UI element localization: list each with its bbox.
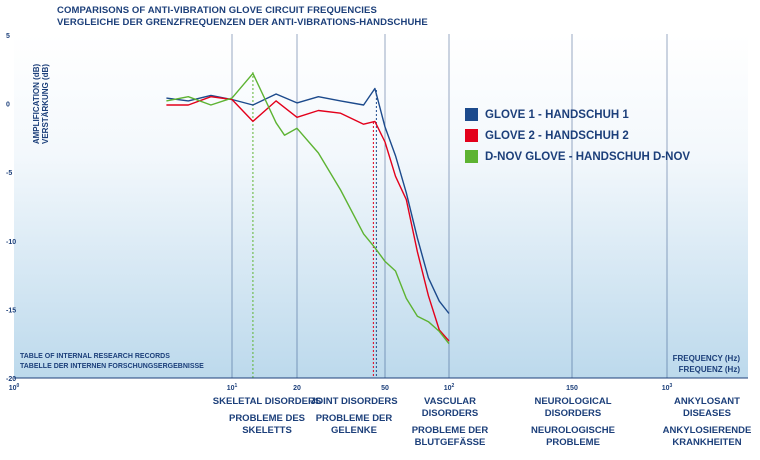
category-ankylosant: ANKYLOSANT DISEASES ANKYLOSIERENDE KRANK…: [652, 396, 760, 449]
legend-swatch-glove-1: [465, 108, 478, 121]
category-neurological: NEUROLOGICAL DISORDERS NEUROLOGISCHE PRO…: [518, 396, 628, 449]
y-axis-label-de: VERSTÄRKUNG (dB): [41, 64, 50, 144]
legend-item-d-nov: D-NOV GLOVE - HANDSCHUH D-NOV: [465, 146, 690, 167]
category-joint-en: JOINT DISORDERS: [310, 396, 398, 407]
plot-background: [14, 34, 748, 378]
y-tick-label: -10: [6, 239, 16, 246]
note-en: TABLE OF INTERNAL RESEARCH RECORDS: [20, 353, 170, 360]
category-neurological-en: NEUROLOGICAL DISORDERS: [534, 396, 612, 419]
y-tick-label: -5: [6, 170, 12, 177]
legend-swatch-glove-2: [465, 129, 478, 142]
category-vascular: VASCULAR DISORDERS PROBLEME DER BLUTGEFÄ…: [395, 396, 505, 449]
category-ankylosant-en: ANKYLOSANT DISEASES: [674, 396, 740, 419]
legend-swatch-d-nov: [465, 150, 478, 163]
x-axis-label-de: FREQUENZ (Hz): [679, 365, 741, 374]
x-tick-label: 50: [381, 385, 389, 392]
category-vascular-en: VASCULAR DISORDERS: [421, 396, 479, 419]
x-tick-label: 100: [9, 383, 20, 392]
y-tick-labels: 5 0 -5 -10 -15 -20: [6, 33, 16, 383]
category-skeletal: SKELETAL DISORDERS PROBLEME DES SKELETTS: [212, 396, 322, 437]
chart-subtitle: VERGLEICHE DER GRENZFREQUENZEN DER ANTI-…: [57, 17, 428, 28]
category-joint: JOINT DISORDERS PROBLEME DER GELENKE: [299, 396, 409, 437]
x-tick-label: 20: [293, 385, 301, 392]
category-skeletal-en: SKELETAL DISORDERS: [212, 396, 322, 407]
y-tick-label: 5: [6, 33, 10, 40]
series-line-3: [166, 72, 450, 345]
x-tick-labels: 100 101 20 50 102 150 103: [9, 383, 673, 392]
y-axis-label-en: AMPLIFICATION (dB): [32, 64, 41, 145]
category-skeletal-de: PROBLEME DES SKELETTS: [228, 413, 305, 436]
frequency-markers: [252, 72, 377, 378]
grid-lines: [231, 34, 668, 378]
category-joint-de: PROBLEME DER GELENKE: [315, 413, 393, 436]
x-tick-label: 102: [444, 383, 455, 392]
legend-label-glove-1: GLOVE 1 - HANDSCHUH 1: [485, 108, 629, 121]
legend-label-glove-2: GLOVE 2 - HANDSCHUH 2: [485, 129, 629, 142]
note-de: TABELLE DER INTERNEN FORSCHUNGSERGEBNISS…: [20, 363, 204, 370]
y-tick-label: 0: [6, 102, 10, 109]
category-vascular-de: PROBLEME DER BLUTGEFÄSSE: [411, 425, 489, 448]
chart-title: COMPARISONS OF ANTI-VIBRATION GLOVE CIRC…: [57, 5, 377, 16]
legend-label-d-nov: D-NOV GLOVE - HANDSCHUH D-NOV: [485, 150, 691, 163]
y-tick-label: -20: [6, 376, 16, 383]
y-tick-label: -15: [6, 307, 16, 314]
category-ankylosant-de: ANKYLOSIERENDE KRANKHEITEN: [662, 425, 752, 448]
x-tick-label: 101: [227, 383, 238, 392]
legend: GLOVE 1 - HANDSCHUH 1 GLOVE 2 - HANDSCHU…: [465, 104, 690, 167]
series-lines: [166, 72, 450, 345]
legend-item-glove-2: GLOVE 2 - HANDSCHUH 2: [465, 125, 690, 146]
x-tick-label: 150: [566, 385, 578, 392]
x-axis-label-en: FREQUENCY (Hz): [673, 354, 741, 363]
x-tick-label: 103: [662, 383, 673, 392]
legend-item-glove-1: GLOVE 1 - HANDSCHUH 1: [465, 104, 690, 125]
category-neurological-de: NEUROLOGISCHE PROBLEME: [531, 425, 615, 448]
